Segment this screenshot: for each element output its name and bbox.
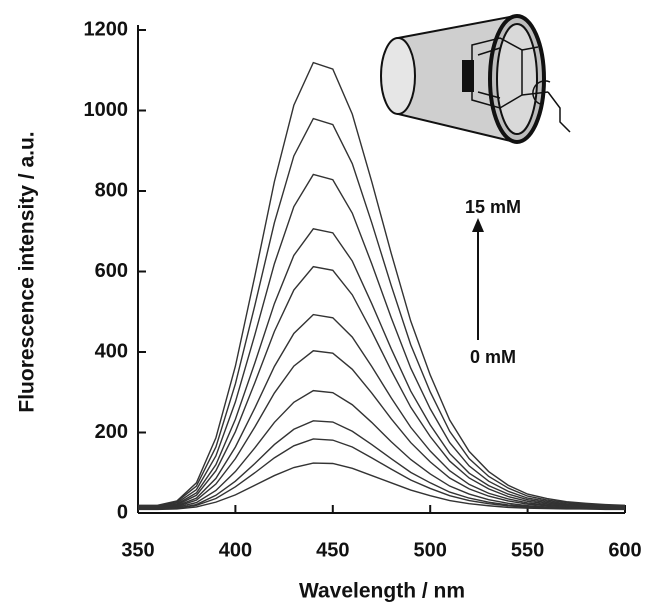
arrow — [472, 218, 484, 340]
x-axis-label: Wavelength / nm — [299, 580, 465, 603]
y-tick-label: 0 — [117, 501, 128, 523]
spectrum-line — [138, 389, 626, 510]
y-tick-label: 800 — [95, 179, 128, 201]
y-tick-label: 400 — [95, 340, 128, 362]
spectrum-line — [138, 313, 626, 509]
x-tick-label: 500 — [414, 539, 447, 561]
annotation: 0 mM — [470, 347, 516, 367]
y-tick-label: 1200 — [84, 18, 129, 40]
spectrum-line — [138, 438, 625, 510]
x-tick-label: 550 — [511, 539, 544, 561]
y-tick-label: 200 — [95, 421, 128, 443]
spectrum-line — [138, 173, 626, 508]
annotation: 15 mM — [465, 197, 521, 217]
x-tick-label: 450 — [316, 539, 349, 561]
x-tick-label: 400 — [219, 539, 252, 561]
y-tick-label: 600 — [95, 260, 128, 282]
y-axis-label: Fluorescence intensity / a.u. — [16, 131, 39, 412]
x-tick-label: 350 — [121, 539, 154, 561]
x-tick-label: 600 — [608, 539, 641, 561]
spectrum-line — [138, 228, 626, 508]
spectrum-line — [138, 265, 626, 509]
spectrum-line — [138, 350, 626, 509]
inset-drawing — [380, 14, 571, 144]
y-tick-label: 1000 — [84, 99, 129, 121]
spectrum-line — [138, 61, 626, 507]
spectrum-line — [138, 117, 626, 507]
